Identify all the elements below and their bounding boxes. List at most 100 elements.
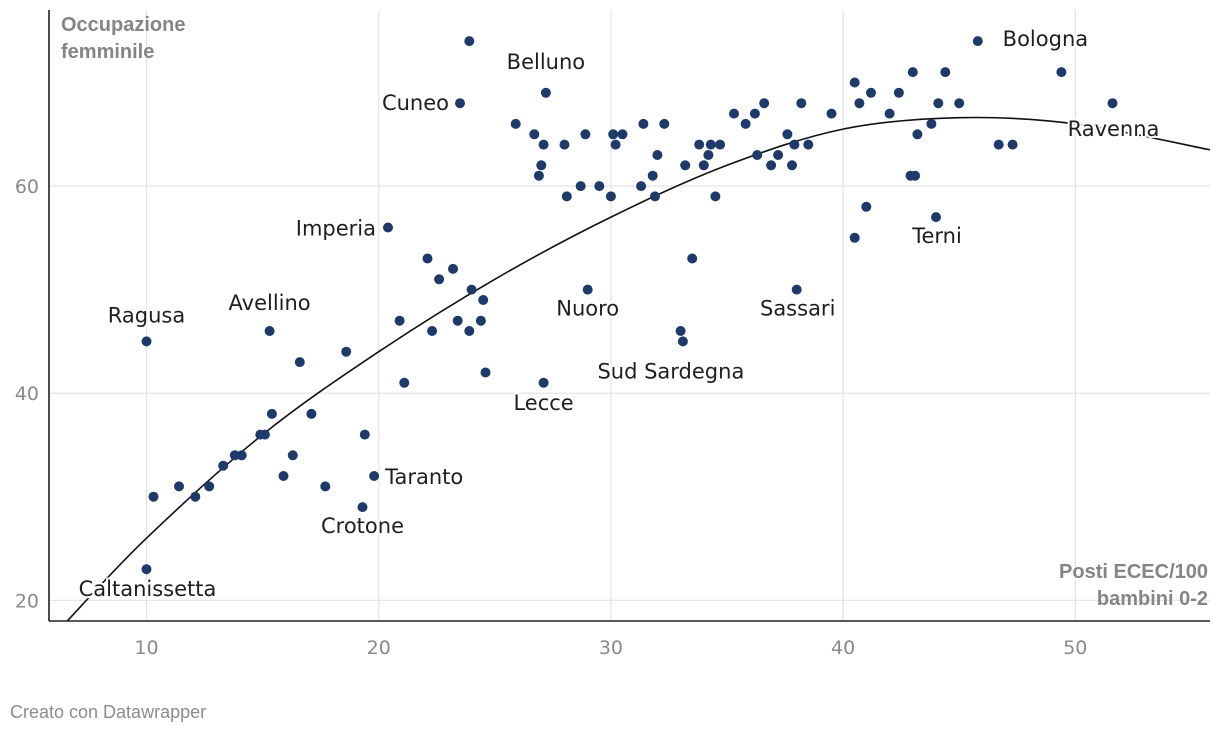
y-axis-title: Occupazione femminile [61, 14, 185, 63]
data-point [1056, 67, 1067, 78]
data-point [399, 377, 410, 388]
data-point [427, 326, 438, 336]
data-point [561, 191, 572, 202]
data-point [749, 108, 760, 119]
data-point [464, 36, 475, 47]
data-point [278, 471, 289, 481]
data-point [610, 139, 621, 150]
data-point [740, 118, 751, 129]
data-point [478, 295, 489, 305]
data-point [204, 481, 215, 492]
data-point [306, 408, 317, 419]
data-point [190, 491, 201, 502]
point-label: Imperia [296, 217, 376, 241]
x-tick-label: 30 [599, 637, 623, 659]
x-tick-label: 10 [134, 637, 158, 659]
data-point [448, 263, 458, 274]
data-point [617, 129, 628, 140]
data-point [787, 160, 797, 171]
x-axis-title-line: Posti ECEC/100 [1059, 561, 1208, 583]
data-point [687, 253, 698, 264]
y-tick-label: 20 [15, 590, 39, 612]
data-point [652, 150, 663, 160]
data-point [715, 139, 726, 150]
data-point [940, 67, 951, 78]
point-label: Nuoro [556, 297, 619, 321]
data-point [259, 429, 270, 440]
data-point [236, 450, 247, 461]
data-point [559, 139, 570, 150]
y-axis-title-line: Occupazione [61, 14, 185, 36]
data-point [174, 481, 184, 492]
data-point [752, 150, 763, 160]
scatter-plot: Ragusa Caltanissetta Avellino Crotone Tarant… [15, 10, 1210, 659]
data-point [141, 336, 152, 347]
x-tick-label: 40 [831, 637, 855, 659]
data-point [659, 118, 670, 129]
data-point [294, 357, 305, 368]
point-label: Caltanissetta [79, 577, 217, 601]
data-point [796, 98, 807, 109]
data-point [789, 139, 800, 150]
data-point [638, 118, 649, 129]
data-point [636, 181, 647, 192]
data-point [849, 232, 860, 243]
data-point [791, 284, 802, 295]
data-point [529, 129, 540, 140]
data-point [536, 160, 547, 171]
data-point [705, 139, 716, 150]
data-point [538, 139, 549, 150]
point-label: Ragusa [108, 303, 185, 327]
point-label: Belluno [507, 50, 585, 74]
point-label: Sassari [760, 297, 835, 321]
data-point [912, 129, 923, 140]
data-point [907, 67, 918, 78]
data-point [582, 284, 593, 295]
data-point [884, 108, 895, 119]
data-point [455, 98, 465, 109]
data-point [803, 139, 814, 150]
y-tick-label: 60 [15, 176, 39, 198]
point-label: Terni [911, 224, 962, 248]
data-point [729, 108, 739, 119]
data-point [533, 170, 544, 181]
data-point [264, 326, 275, 336]
data-point [650, 191, 660, 202]
data-point [394, 315, 405, 326]
data-point [229, 450, 240, 461]
data-point [369, 471, 380, 481]
data-point [357, 502, 368, 513]
data-point [773, 150, 784, 160]
data-point [320, 481, 331, 492]
data-point [926, 118, 937, 129]
data-point [782, 129, 793, 140]
data-point [538, 377, 549, 388]
point-label: Taranto [384, 465, 463, 489]
data-point [359, 429, 370, 440]
x-axis-title: Posti ECEC/100 bambini 0-2 [1059, 561, 1208, 610]
data-point [931, 212, 941, 223]
data-point [677, 336, 688, 347]
y-axis-title-line: femminile [61, 41, 154, 63]
data-point [694, 139, 705, 150]
data-point [141, 564, 152, 575]
data-point [148, 491, 159, 502]
data-point [680, 160, 691, 171]
data-point [605, 191, 616, 202]
point-label: Crotone [321, 514, 404, 538]
point-label: Avellino [229, 291, 311, 315]
data-point [910, 170, 921, 181]
point-label: Cuneo [382, 91, 449, 115]
point-label: Ravenna [1068, 117, 1160, 141]
data-point [434, 274, 445, 285]
data-point [647, 170, 658, 181]
x-axis-title-line: bambini 0-2 [1097, 588, 1208, 610]
data-point [540, 87, 551, 98]
data-point [1007, 139, 1018, 150]
data-point [575, 181, 586, 192]
data-point [866, 87, 876, 98]
credit-text: Creato con Datawrapper [10, 702, 207, 722]
gridlines [49, 10, 1210, 621]
data-point [475, 315, 486, 326]
